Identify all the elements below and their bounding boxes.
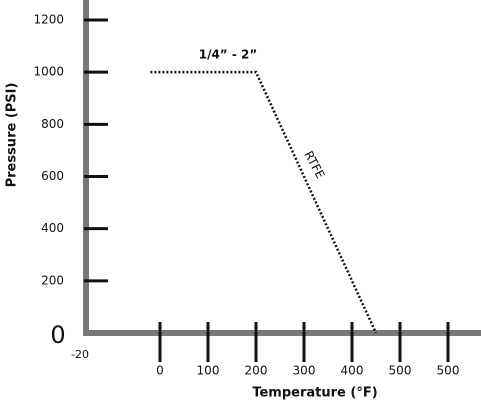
y-origin-label: 0 xyxy=(50,321,65,349)
x-tick-label: 0 xyxy=(156,364,164,378)
data-line xyxy=(150,70,378,334)
x-tick-label: 500 xyxy=(389,364,412,378)
annotation: 1/4” - 2” xyxy=(199,48,258,62)
x-axis-label: Temperature (°F) xyxy=(252,386,377,401)
x-tick-label: 200 xyxy=(245,364,268,378)
y-tick-label: 600 xyxy=(41,169,64,183)
y-tick-label: 1200 xyxy=(33,13,64,27)
y-tick-label: 200 xyxy=(41,273,64,287)
y-tick-label: 400 xyxy=(41,221,64,235)
y-tick-label: 1000 xyxy=(33,65,64,79)
y-axis xyxy=(83,0,89,336)
x-tick-label: 100 xyxy=(197,364,220,378)
x-tick-label: 300 xyxy=(293,364,316,378)
y-axis-label: Pressure (PSI) xyxy=(5,83,20,188)
x-tick-label: 500 xyxy=(437,364,460,378)
y-tick-label: 800 xyxy=(41,117,64,131)
x-tick-label: 400 xyxy=(341,364,364,378)
x-origin-label: -20 xyxy=(71,348,89,361)
series-label: RTFE xyxy=(301,149,327,181)
x-axis xyxy=(83,330,481,336)
